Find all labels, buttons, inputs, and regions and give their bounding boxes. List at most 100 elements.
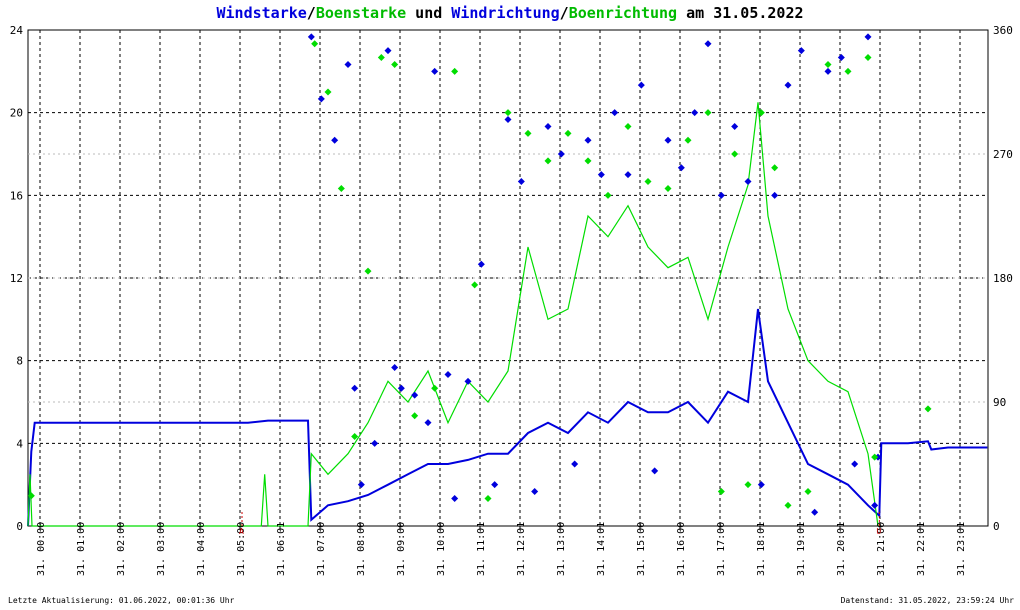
x-tick-label: 31. 06:01 xyxy=(276,522,287,576)
point-windrichtung xyxy=(517,178,525,186)
point-windrichtung xyxy=(651,467,659,475)
x-tick-label: 31. 17:00 xyxy=(716,522,727,576)
point-boenrichtung xyxy=(731,150,739,158)
point-windrichtung xyxy=(357,481,365,489)
point-windrichtung xyxy=(391,364,399,372)
point-boenrichtung xyxy=(844,67,852,75)
point-boenrichtung xyxy=(324,88,332,96)
point-boenrichtung xyxy=(664,184,672,192)
point-windrichtung xyxy=(344,60,352,68)
y-right-tick-label: 360 xyxy=(993,24,1013,37)
point-boenrichtung xyxy=(484,494,492,502)
title-windstarke: Windstarke xyxy=(216,4,306,22)
x-tick-label: 31. 16:00 xyxy=(676,522,687,576)
point-boenrichtung xyxy=(757,109,765,117)
point-windrichtung xyxy=(584,136,592,144)
y-right-tick-label: 180 xyxy=(993,272,1013,285)
point-boenrichtung xyxy=(524,129,532,137)
point-windrichtung xyxy=(464,377,472,385)
x-tick-label: 31. 10:00 xyxy=(436,522,447,576)
title-sep-1: / xyxy=(307,4,316,22)
x-tick-label: 31. 22:01 xyxy=(916,522,927,576)
point-windrichtung xyxy=(637,81,645,89)
point-windrichtung xyxy=(757,481,765,489)
series-layer xyxy=(27,33,988,527)
point-windrichtung xyxy=(771,191,779,199)
title-und: und xyxy=(406,4,451,22)
x-tick-label: 31. 20:01 xyxy=(836,522,847,576)
point-boenrichtung xyxy=(337,184,345,192)
point-windrichtung xyxy=(811,508,819,516)
point-windrichtung xyxy=(444,370,452,378)
point-windrichtung xyxy=(571,460,579,468)
point-windrichtung xyxy=(871,501,879,509)
point-windrichtung xyxy=(837,54,845,62)
title-sep-2: / xyxy=(560,4,569,22)
point-windrichtung xyxy=(397,384,405,392)
point-windrichtung xyxy=(691,109,699,117)
y-left-tick-label: 0 xyxy=(16,520,23,533)
y-left-tick-label: 8 xyxy=(16,355,23,368)
x-tick-label: 31. 03:00 xyxy=(156,522,167,576)
point-boenrichtung xyxy=(27,492,35,500)
grid-layer xyxy=(27,29,989,527)
point-boenrichtung xyxy=(604,191,612,199)
event-marker-label: U xyxy=(876,527,881,536)
point-windrichtung xyxy=(371,439,379,447)
x-tick-label: 31. 15:00 xyxy=(636,522,647,576)
event-marker-label: A xyxy=(239,527,244,536)
point-windrichtung xyxy=(864,33,872,41)
x-tick-label: 31. 09:00 xyxy=(396,522,407,576)
point-boenrichtung xyxy=(431,384,439,392)
y-right-tick-label: 0 xyxy=(993,520,1000,533)
point-boenrichtung xyxy=(471,281,479,289)
point-boenrichtung xyxy=(744,481,752,489)
title-date: am 31.05.2022 xyxy=(677,4,803,22)
point-windrichtung xyxy=(307,33,315,41)
axis-layer: 31. 00:00 31. 01:00 31. 02:00 31. 03:00 31. … xyxy=(10,24,1013,576)
point-boenrichtung xyxy=(624,122,632,130)
point-windrichtung xyxy=(597,171,605,179)
point-boenrichtung xyxy=(717,488,725,496)
point-windrichtung xyxy=(491,481,499,489)
point-windrichtung xyxy=(477,260,485,268)
point-windrichtung xyxy=(717,191,725,199)
point-windrichtung xyxy=(317,95,325,103)
x-tick-label: 31. 08:00 xyxy=(356,522,367,576)
point-windrichtung xyxy=(331,136,339,144)
point-windrichtung xyxy=(424,419,432,427)
series-line-boenstarke xyxy=(27,102,879,527)
footer-data-status: Datenstand: 31.05.2022, 23:59:24 Uhr xyxy=(840,596,1014,605)
y-left-tick-label: 12 xyxy=(10,272,23,285)
point-boenrichtung xyxy=(451,67,459,75)
x-tick-label: 31. 05:00 xyxy=(236,522,247,576)
footer-last-update: Letzte Aktualisierung: 01.06.2022, 00:01… xyxy=(8,596,235,605)
series-line-windstarke xyxy=(27,308,988,527)
point-windrichtung xyxy=(677,164,685,172)
y-right-tick-label: 90 xyxy=(993,396,1006,409)
point-boenrichtung xyxy=(804,488,812,496)
point-boenrichtung xyxy=(504,109,512,117)
point-boenrichtung xyxy=(364,267,372,275)
x-tick-label: 31. 13:00 xyxy=(556,522,567,576)
point-boenrichtung xyxy=(784,501,792,509)
x-tick-label: 31. 02:00 xyxy=(116,522,127,576)
point-boenrichtung xyxy=(411,412,419,420)
point-windrichtung xyxy=(504,116,512,124)
point-windrichtung xyxy=(431,67,439,75)
title-boenrichtung: Boenrichtung xyxy=(569,4,677,22)
point-windrichtung xyxy=(611,109,619,117)
y-left-tick-label: 4 xyxy=(16,437,23,450)
point-boenrichtung xyxy=(871,453,879,461)
point-windrichtung xyxy=(704,40,712,48)
point-windrichtung xyxy=(664,136,672,144)
point-boenrichtung xyxy=(584,157,592,165)
point-boenrichtung xyxy=(377,54,385,62)
x-tick-label: 31. 14:01 xyxy=(596,522,607,576)
point-boenrichtung xyxy=(564,129,572,137)
x-tick-label: 31. 01:00 xyxy=(76,522,87,576)
point-windrichtung xyxy=(731,122,739,130)
point-windrichtung xyxy=(451,494,459,502)
x-tick-label: 31. 23:01 xyxy=(956,522,967,576)
point-windrichtung xyxy=(797,47,805,55)
